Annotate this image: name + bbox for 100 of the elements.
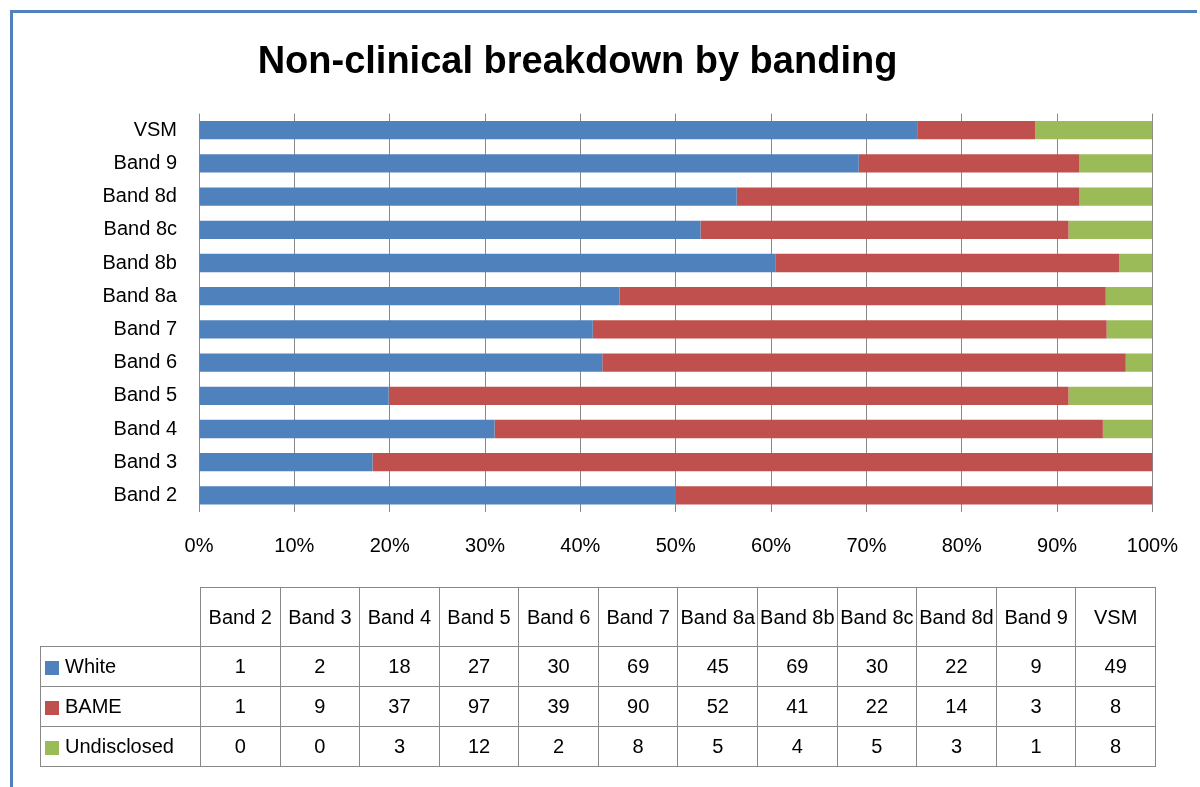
bar xyxy=(199,453,373,472)
data-label: 39 xyxy=(518,686,599,727)
bar xyxy=(619,287,1106,306)
legend-label: BAME xyxy=(40,686,201,727)
data-label: 1 xyxy=(200,686,281,727)
data-label: 8 xyxy=(1075,686,1156,727)
data-label: 3 xyxy=(916,726,997,767)
y-tick-label: Band 5 xyxy=(113,383,177,406)
x-tick-label: 30% xyxy=(465,533,506,556)
bar xyxy=(199,386,389,405)
data-label: 27 xyxy=(439,646,519,687)
data-label: 41 xyxy=(757,686,838,727)
bar xyxy=(1079,154,1153,173)
category-label: Band 8d xyxy=(916,587,997,647)
data-label: 1 xyxy=(200,646,281,687)
chart-title: Non-clinical breakdown by banding xyxy=(257,39,898,82)
x-tick-label: 0% xyxy=(184,533,214,556)
data-label: 5 xyxy=(837,726,917,767)
bar xyxy=(199,253,776,273)
x-tick-label: 10% xyxy=(274,533,315,556)
data-label: 1 xyxy=(996,726,1076,767)
data-label: 97 xyxy=(439,686,519,727)
category-label: Band 2 xyxy=(200,587,281,647)
bar xyxy=(775,253,1120,273)
bar xyxy=(675,486,1153,505)
data-label: 22 xyxy=(916,646,997,687)
bar xyxy=(1068,220,1153,239)
category-label: Band 8a xyxy=(677,587,758,647)
y-tick-label: Band 3 xyxy=(113,449,177,472)
bar xyxy=(592,320,1107,339)
data-label: 69 xyxy=(757,646,838,687)
data-label: 8 xyxy=(598,726,678,767)
x-tick-label: 90% xyxy=(1037,533,1078,556)
bar xyxy=(1125,353,1153,372)
data-label: 3 xyxy=(359,726,440,767)
data-label: 18 xyxy=(359,646,440,687)
data-label: 37 xyxy=(359,686,440,727)
data-label: 0 xyxy=(200,726,281,767)
bar xyxy=(1106,320,1153,339)
data-label: 9 xyxy=(996,646,1076,687)
y-tick-label: Band 4 xyxy=(113,416,177,439)
data-label: 4 xyxy=(757,726,838,767)
y-tick-label: VSM xyxy=(133,117,177,140)
bar xyxy=(1079,187,1153,206)
category-label: VSM xyxy=(1075,587,1156,647)
x-tick-label: 40% xyxy=(560,533,601,556)
bar xyxy=(858,154,1080,173)
data-label: 2 xyxy=(518,726,599,767)
bar xyxy=(372,453,1153,472)
bar xyxy=(199,353,603,372)
category-label: Band 4 xyxy=(359,587,440,647)
bar xyxy=(199,154,859,173)
category-label: Band 7 xyxy=(598,587,678,647)
category-label: Band 8b xyxy=(757,587,838,647)
data-label: 69 xyxy=(598,646,678,687)
y-tick-label: Band 8a xyxy=(102,283,178,306)
category-label: Band 3 xyxy=(280,587,360,647)
x-tick-label: 20% xyxy=(369,533,410,556)
bar xyxy=(388,386,1069,405)
x-tick-label: 80% xyxy=(941,533,982,556)
legend-label: Undisclosed xyxy=(40,726,201,767)
x-tick-label: 100% xyxy=(1126,533,1179,556)
data-label: 30 xyxy=(837,646,917,687)
data-label: 90 xyxy=(598,686,678,727)
x-tick-label: 60% xyxy=(751,533,792,556)
bar xyxy=(199,121,918,140)
data-label: 14 xyxy=(916,686,997,727)
bar xyxy=(1102,419,1153,439)
y-tick-label: Band 7 xyxy=(113,316,177,339)
category-label: Band 5 xyxy=(439,587,519,647)
data-label: 3 xyxy=(996,686,1076,727)
data-label: 45 xyxy=(677,646,758,687)
y-tick-label: Band 8b xyxy=(102,250,177,273)
y-tick-label: Band 6 xyxy=(113,350,177,373)
category-label: Band 9 xyxy=(996,587,1076,647)
bar xyxy=(199,486,676,505)
y-tick-label: Band 2 xyxy=(113,482,177,505)
bar xyxy=(199,287,620,306)
bar xyxy=(700,220,1069,239)
bar xyxy=(736,187,1080,206)
data-label: 30 xyxy=(518,646,599,687)
data-label: 9 xyxy=(280,686,360,727)
x-tick-label: 70% xyxy=(846,533,887,556)
category-label: Band 6 xyxy=(518,587,599,647)
bar xyxy=(1105,287,1153,306)
data-label: 2 xyxy=(280,646,360,687)
y-tick-label: Band 9 xyxy=(113,150,177,173)
y-tick-label: Band 8c xyxy=(103,217,177,240)
x-tick-label: 50% xyxy=(655,533,696,556)
bar xyxy=(1035,121,1153,140)
legend-label: White xyxy=(40,646,201,687)
bar xyxy=(199,320,593,339)
bar xyxy=(199,187,737,206)
bar xyxy=(199,220,701,239)
category-label: Band 8c xyxy=(837,587,917,647)
data-label: 49 xyxy=(1075,646,1156,687)
bar xyxy=(602,353,1126,372)
data-label: 0 xyxy=(280,726,360,767)
data-label: 5 xyxy=(677,726,758,767)
bar xyxy=(917,121,1036,140)
